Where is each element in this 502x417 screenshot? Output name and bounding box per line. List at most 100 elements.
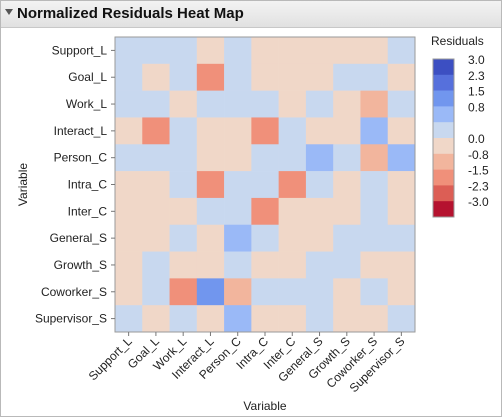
heatmap-cell[interactable] <box>333 37 361 65</box>
heatmap-cell[interactable] <box>305 37 334 65</box>
heatmap-cell[interactable] <box>360 37 389 65</box>
heatmap-cell[interactable] <box>387 305 416 333</box>
heatmap-cell[interactable] <box>305 305 334 333</box>
heatmap-cell[interactable] <box>251 278 279 306</box>
heatmap-cell[interactable] <box>196 224 225 252</box>
heatmap-cell[interactable] <box>278 278 307 306</box>
heatmap-cell[interactable] <box>305 251 334 279</box>
heatmap-cell[interactable] <box>142 63 170 91</box>
heatmap-cell[interactable] <box>224 37 252 65</box>
heatmap-cell[interactable] <box>278 117 307 145</box>
heatmap-cell[interactable] <box>360 278 389 306</box>
heatmap-cell[interactable] <box>251 63 279 91</box>
heatmap-cell[interactable] <box>115 63 143 91</box>
heatmap-cell[interactable] <box>278 251 307 279</box>
heatmap-cell[interactable] <box>169 197 198 226</box>
heatmap-cell[interactable] <box>169 171 198 199</box>
heatmap-cell[interactable] <box>251 144 279 172</box>
heatmap-cell[interactable] <box>387 90 416 118</box>
heatmap-cell[interactable] <box>360 251 389 279</box>
heatmap-cell[interactable] <box>278 171 307 199</box>
heatmap-cell[interactable] <box>387 251 416 279</box>
heatmap-cell[interactable] <box>169 117 198 145</box>
heatmap-cell[interactable] <box>142 251 170 279</box>
heatmap-cell[interactable] <box>142 305 170 333</box>
heatmap-cell[interactable] <box>224 144 252 172</box>
heatmap-cell[interactable] <box>360 224 389 252</box>
heatmap-cell[interactable] <box>305 197 334 226</box>
heatmap-cell[interactable] <box>169 278 198 306</box>
heatmap-cell[interactable] <box>251 251 279 279</box>
heatmap-cell[interactable] <box>196 90 225 118</box>
heatmap-cell[interactable] <box>169 90 198 118</box>
heatmap-cell[interactable] <box>196 278 225 306</box>
heatmap-cell[interactable] <box>305 144 334 172</box>
heatmap-cell[interactable] <box>251 171 279 199</box>
heatmap-cell[interactable] <box>251 37 279 65</box>
heatmap-cell[interactable] <box>333 144 361 172</box>
heatmap-cell[interactable] <box>278 305 307 333</box>
heatmap-cell[interactable] <box>169 305 198 333</box>
heatmap-cell[interactable] <box>278 224 307 252</box>
heatmap-cell[interactable] <box>305 171 334 199</box>
heatmap-cell[interactable] <box>387 144 416 172</box>
heatmap-cell[interactable] <box>387 171 416 199</box>
heatmap-cell[interactable] <box>224 90 252 118</box>
heatmap-cell[interactable] <box>224 117 252 145</box>
heatmap-cell[interactable] <box>169 144 198 172</box>
heatmap-cell[interactable] <box>142 37 170 65</box>
heatmap-cell[interactable] <box>305 224 334 252</box>
heatmap-cell[interactable] <box>278 144 307 172</box>
heatmap-cell[interactable] <box>305 278 334 306</box>
heatmap-cell[interactable] <box>305 117 334 145</box>
heatmap-cell[interactable] <box>251 305 279 333</box>
heatmap-cell[interactable] <box>115 224 143 252</box>
heatmap-cell[interactable] <box>251 224 279 252</box>
heatmap-cell[interactable] <box>142 224 170 252</box>
heatmap-cell[interactable] <box>196 305 225 333</box>
heatmap-cell[interactable] <box>169 63 198 91</box>
heatmap-cell[interactable] <box>387 197 416 226</box>
heatmap-cell[interactable] <box>251 197 279 226</box>
heatmap-cell[interactable] <box>115 251 143 279</box>
heatmap-cell[interactable] <box>360 305 389 333</box>
heatmap-cell[interactable] <box>224 224 252 252</box>
heatmap-cell[interactable] <box>224 197 252 226</box>
heatmap-cell[interactable] <box>224 251 252 279</box>
heatmap-cell[interactable] <box>115 197 143 226</box>
heatmap-cell[interactable] <box>305 90 334 118</box>
heatmap-cell[interactable] <box>224 305 252 333</box>
heatmap-cell[interactable] <box>333 224 361 252</box>
heatmap-cell[interactable] <box>142 90 170 118</box>
heatmap-cell[interactable] <box>305 63 334 91</box>
heatmap-cell[interactable] <box>142 197 170 226</box>
heatmap-cell[interactable] <box>169 37 198 65</box>
heatmap-cell[interactable] <box>196 251 225 279</box>
heatmap-cell[interactable] <box>387 117 416 145</box>
heatmap-cell[interactable] <box>251 117 279 145</box>
heatmap-cell[interactable] <box>142 144 170 172</box>
heatmap-cell[interactable] <box>360 90 389 118</box>
heatmap-cell[interactable] <box>115 171 143 199</box>
heatmap-cell[interactable] <box>196 197 225 226</box>
heatmap-cell[interactable] <box>360 171 389 199</box>
heatmap-cell[interactable] <box>387 37 416 65</box>
disclosure-triangle-icon[interactable] <box>4 7 14 17</box>
heatmap-cell[interactable] <box>333 197 361 226</box>
heatmap-cell[interactable] <box>115 117 143 145</box>
heatmap-cell[interactable] <box>278 37 307 65</box>
heatmap-cell[interactable] <box>224 171 252 199</box>
heatmap-cell[interactable] <box>333 251 361 279</box>
heatmap-cell[interactable] <box>196 171 225 199</box>
heatmap-cell[interactable] <box>142 171 170 199</box>
heatmap-cell[interactable] <box>333 63 361 91</box>
heatmap-cell[interactable] <box>360 63 389 91</box>
heatmap-cell[interactable] <box>333 305 361 333</box>
heatmap-cell[interactable] <box>142 117 170 145</box>
heatmap-cell[interactable] <box>251 90 279 118</box>
heatmap-cell[interactable] <box>196 144 225 172</box>
heatmap-cell[interactable] <box>333 117 361 145</box>
heatmap-cell[interactable] <box>387 224 416 252</box>
heatmap-cell[interactable] <box>333 278 361 306</box>
heatmap-cell[interactable] <box>169 251 198 279</box>
